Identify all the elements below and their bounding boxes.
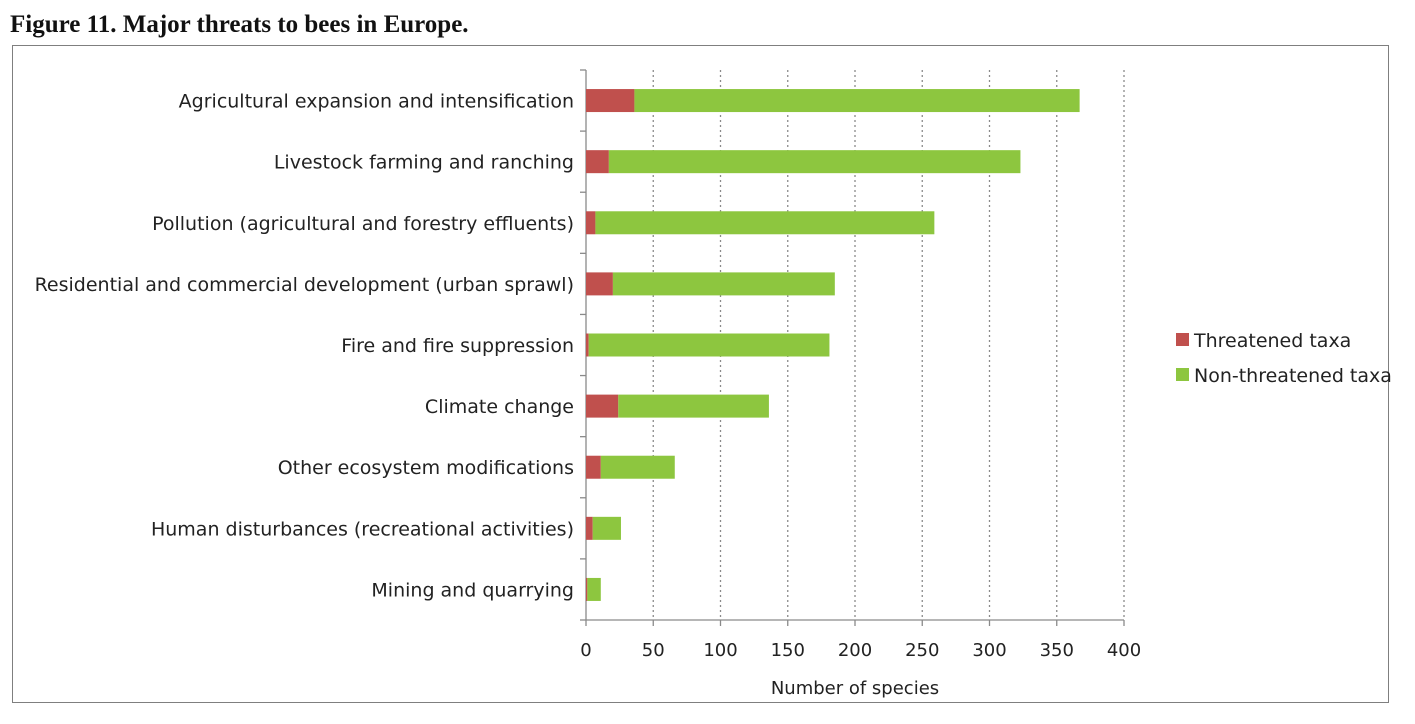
bar-non-threatened [587,577,601,601]
category-label: Mining and quarrying [371,579,574,601]
bar-non-threatened [618,394,769,418]
x-axis-title: Number of species [771,678,939,699]
bar-threatened [586,211,596,235]
bar-non-threatened [612,272,835,296]
bar-non-threatened [600,455,675,479]
bar-non-threatened [588,333,830,357]
legend-label: Threatened taxa [1193,330,1351,352]
x-tick-label: 350 [1040,640,1074,661]
x-tick-label: 250 [905,640,939,661]
x-tick-label: 300 [972,640,1006,661]
bar-threatened [586,272,613,296]
category-label: Other ecosystem modifications [278,457,574,479]
x-tick-label: 200 [838,640,872,661]
category-label: Climate change [425,396,574,418]
bar-non-threatened [592,516,621,540]
bar-non-threatened [634,89,1080,113]
legend-label: Non-threatened taxa [1194,365,1392,387]
category-label: Agricultural expansion and intensificati… [179,91,574,113]
category-label: Fire and fire suppression [341,335,574,357]
x-tick-label: 150 [771,640,805,661]
figure-title: Figure 11. Major threats to bees in Euro… [10,11,469,38]
bar-threatened [586,333,589,357]
bar-non-threatened [608,150,1021,174]
category-label: Pollution (agricultural and forestry eff… [152,213,574,235]
legend-swatch [1176,368,1189,381]
category-label: Human disturbances (recreational activit… [151,518,574,540]
bar-non-threatened [595,211,935,235]
bar-threatened [586,455,601,479]
x-tick-label: 100 [703,640,737,661]
x-tick-label: 0 [580,640,591,661]
bar-threatened [586,394,619,418]
category-label: Residential and commercial development (… [35,274,574,296]
bar-threatened [586,150,609,174]
x-tick-label: 400 [1107,640,1141,661]
bar-threatened [586,89,635,113]
chart-frame [12,45,1389,703]
bar-threatened [586,516,593,540]
x-tick-label: 50 [642,640,665,661]
bar-threatened [586,577,588,601]
legend-swatch [1176,333,1189,346]
category-label: Livestock farming and ranching [274,152,574,174]
